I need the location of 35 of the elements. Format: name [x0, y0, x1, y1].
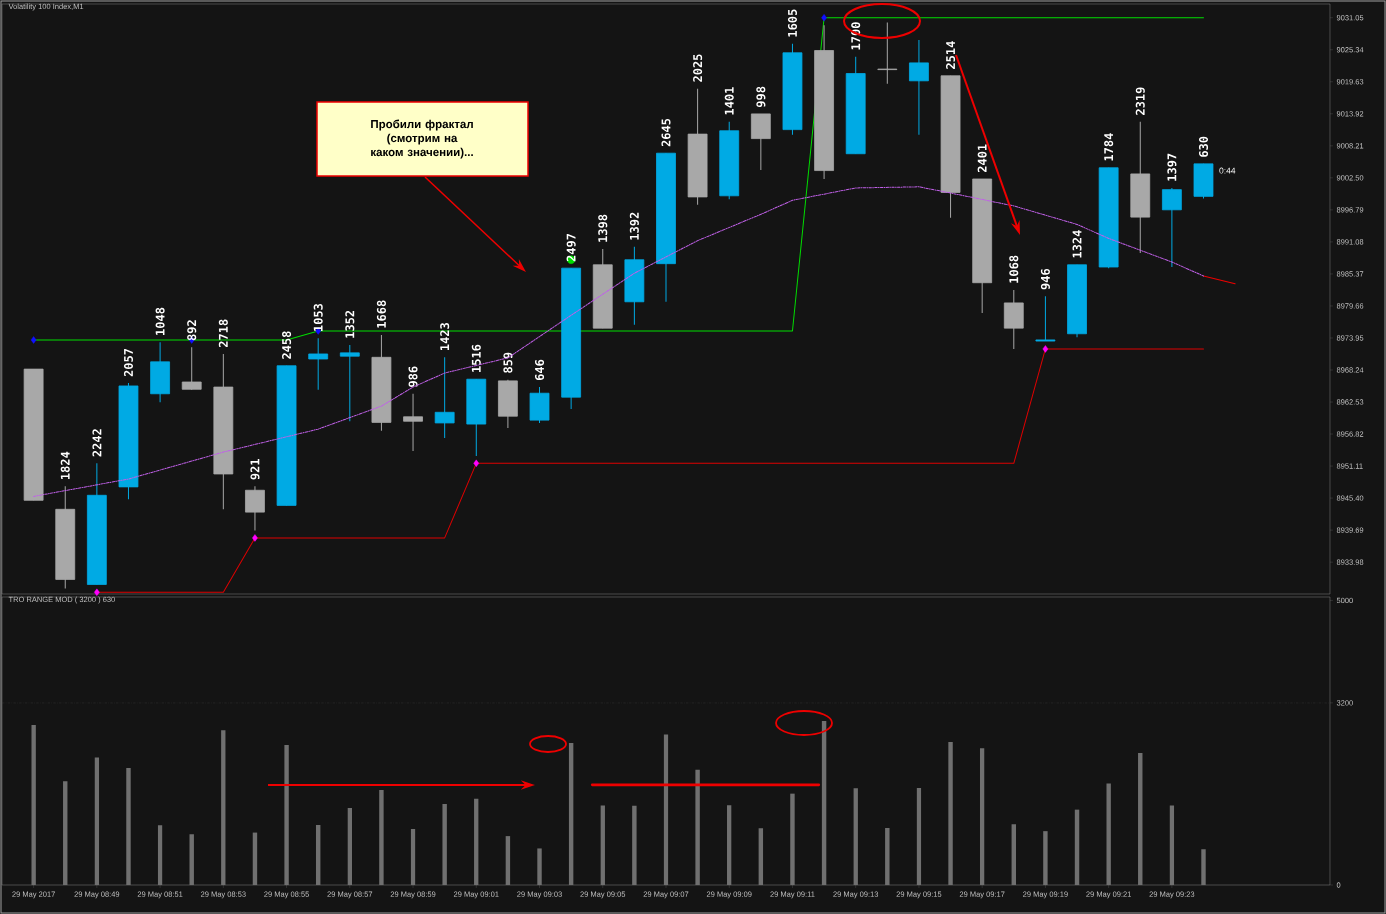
text: 1824	[60, 451, 70, 480]
text: 630	[1198, 136, 1209, 157]
text: 1423	[440, 323, 450, 351]
text: 1053	[313, 303, 323, 331]
text: 2514	[946, 41, 956, 69]
text: 2057	[123, 348, 134, 377]
text: 859	[503, 352, 513, 373]
text: 1516	[471, 344, 481, 372]
text: 2718	[218, 319, 228, 348]
text: 2025	[693, 54, 703, 82]
text: 646	[534, 359, 545, 381]
text: 1401	[724, 87, 734, 115]
text: 1392	[629, 212, 639, 240]
text: 1605	[787, 9, 798, 37]
text: 2458	[282, 331, 292, 359]
annotation: 0:44	[1219, 167, 1236, 174]
text: 2401	[977, 144, 987, 173]
text: 1068	[1009, 255, 1019, 283]
text: 1352	[345, 310, 355, 338]
text: 1398	[598, 214, 608, 242]
text: 892	[187, 320, 197, 341]
text: 1324	[1072, 230, 1082, 258]
text: 2242	[92, 429, 102, 457]
text: 921	[250, 459, 260, 480]
text: 946	[1040, 268, 1050, 290]
text: 1048	[155, 307, 165, 335]
text: 1668	[376, 300, 386, 328]
text: 1784	[1104, 133, 1114, 161]
text: 986	[408, 366, 418, 387]
text: 998	[756, 86, 766, 108]
text: 2645	[661, 118, 671, 147]
text: 1397	[1167, 153, 1177, 181]
text: 2319	[1135, 87, 1145, 115]
annotation: Пробили фрактал (смотрим на каком значении)...	[371, 119, 473, 159]
text: 2497	[566, 233, 576, 262]
